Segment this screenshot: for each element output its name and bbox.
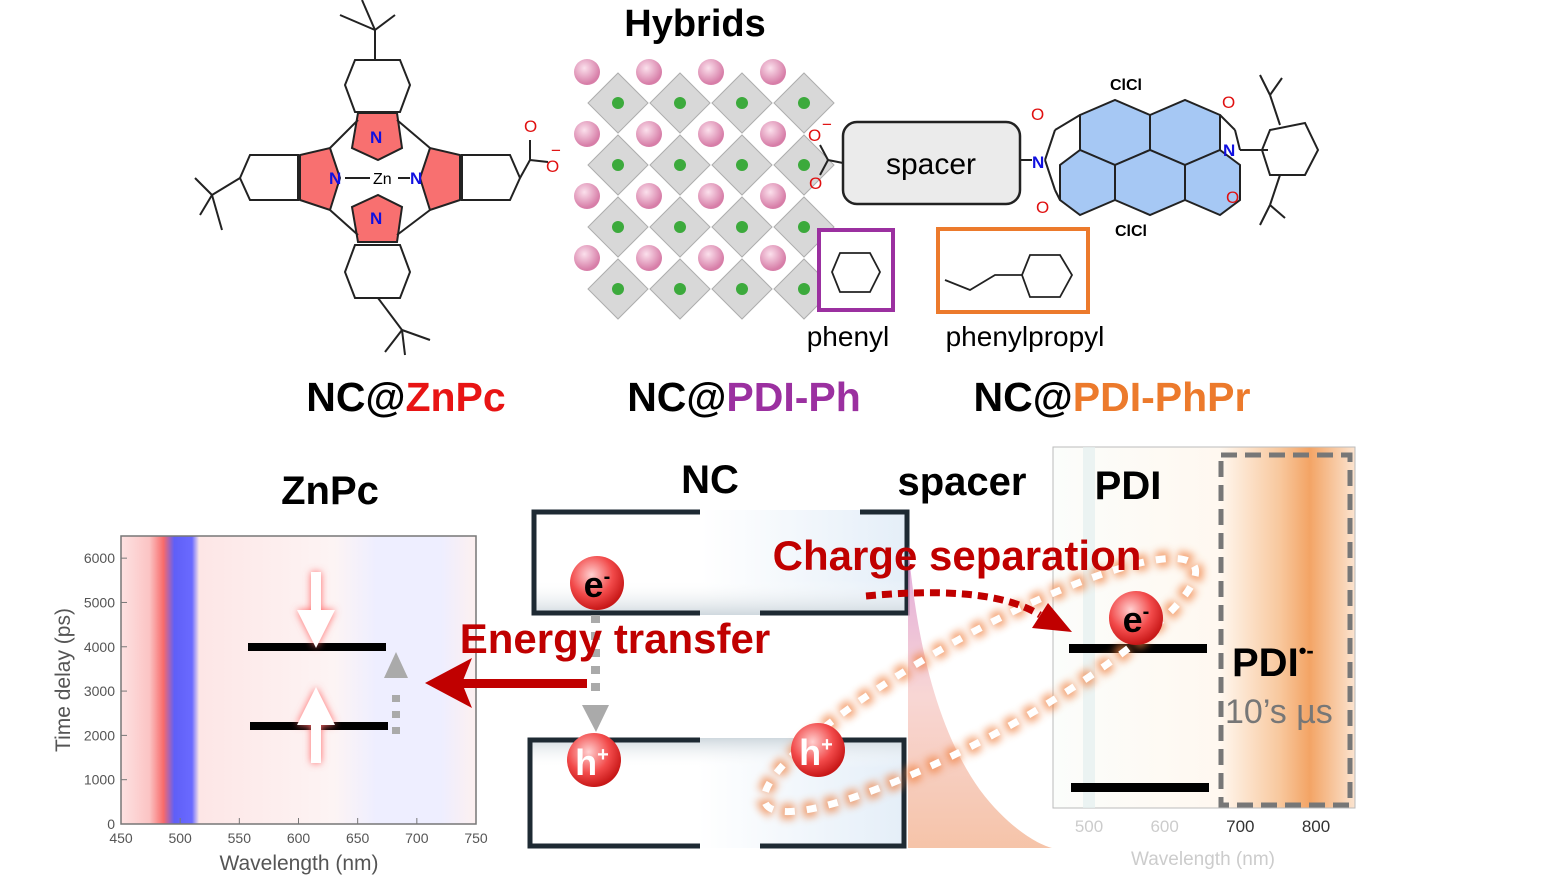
charge-separated-state-ellipse	[756, 550, 1204, 820]
charge-separation-label: Charge separation	[773, 532, 1142, 579]
x-tick-label: 800	[1302, 817, 1330, 836]
phenylpropyl-box	[936, 227, 1090, 314]
atom-zn: Zn	[373, 171, 392, 188]
svg-text:h+: h+	[799, 732, 833, 773]
atom-n: N	[329, 169, 341, 188]
heatmap-area	[120, 535, 477, 825]
nc-label: NC	[681, 458, 739, 502]
x-tick-label: 600	[287, 830, 311, 846]
x-axis-label: Wavelength (nm)	[219, 852, 378, 875]
perovskite-lattice	[574, 59, 835, 320]
x-tick-label: 650	[346, 830, 370, 846]
atom-n: N	[1223, 141, 1235, 160]
x-tick-label: 500	[1075, 817, 1103, 836]
y-tick-label: 0	[107, 816, 115, 832]
atom-o: O	[809, 174, 822, 193]
atom-o: O	[1036, 198, 1049, 217]
phenyl-box	[817, 228, 895, 312]
y-tick-label: 5000	[84, 594, 115, 610]
atom-o: O	[1222, 93, 1235, 112]
chlorine-label: ClCl	[1110, 77, 1142, 94]
x-tick-label: 450	[109, 830, 133, 846]
atom-o: O	[546, 157, 559, 176]
energy-transfer-label: Energy transfer	[460, 615, 770, 662]
spacer-energy-gradient	[908, 545, 1052, 848]
atom-n: N	[410, 169, 422, 188]
y-tick-label: 2000	[84, 727, 115, 743]
x-axis-label: Wavelength (nm)	[1131, 849, 1275, 870]
y-tick-label: 3000	[84, 683, 115, 699]
znpc-label: ZnPc	[281, 469, 379, 513]
pdi-molecule	[1044, 74, 1320, 226]
spin-up-arrow-icon	[297, 687, 335, 763]
znpc-molecule	[194, 0, 549, 356]
lifetime-label: 10’s µs	[1225, 693, 1333, 731]
atom-o: O	[1226, 188, 1239, 207]
svg-text:e-: e-	[1123, 599, 1150, 640]
x-tick-label: 750	[464, 830, 488, 846]
pdi-label: PDI	[1095, 464, 1162, 508]
heatmap-area	[1052, 446, 1356, 809]
x-tick-label: 550	[228, 830, 252, 846]
atom-o: O	[524, 117, 537, 136]
pdi-homo-level	[1071, 783, 1209, 792]
phenyl-ring	[831, 252, 882, 293]
svg-text:h+: h+	[575, 742, 609, 783]
spacer-label: spacer	[886, 148, 976, 181]
y-tick-label: 4000	[84, 639, 115, 655]
minus-sign: −	[551, 141, 561, 160]
x-tick-label: 700	[1226, 817, 1254, 836]
atom-n: N	[370, 128, 382, 147]
phenylpropyl-label: phenylpropyl	[946, 321, 1105, 352]
x-tick-label: 500	[168, 830, 192, 846]
atom-o: O	[808, 126, 821, 145]
charge-separation-dotted-arrow	[865, 589, 1072, 632]
atom-o: O	[1031, 105, 1044, 124]
znpc-lumo-level	[248, 643, 386, 651]
phenylpropyl-structure	[944, 254, 1074, 298]
chlorine-label: ClCl	[1115, 223, 1147, 240]
excitation-dotted-arrow-icon	[384, 652, 408, 734]
pdi-anion-label: PDI•-	[1232, 638, 1314, 685]
sample-nc-pdi-phpr: NC@PDI-PhPr	[974, 374, 1251, 420]
y-tick-label: 6000	[84, 550, 115, 566]
pdi-heatmap-plot: 500 600 700 800 Wavelength (nm)	[1052, 446, 1356, 870]
x-tick-label: 700	[405, 830, 429, 846]
energy-transfer-arrow	[425, 658, 587, 708]
phenyl-label: phenyl	[807, 321, 890, 352]
electron-pdi: e-	[1109, 591, 1163, 645]
svg-text:e-: e-	[584, 564, 611, 605]
sample-nc-pdi-ph: NC@PDI-Ph	[627, 374, 861, 420]
pdi-lumo-level	[1069, 644, 1207, 653]
y-axis-label: Time delay (ps)	[52, 608, 75, 752]
hole-separated: h+	[791, 723, 845, 777]
sample-nc-znpc: NC@ZnPc	[306, 374, 505, 420]
relaxation-dotted-arrow	[582, 615, 609, 732]
znpc-heatmap-plot: 450 500 550 600 650 700 750 0 1000 2000 3000 4000 50…	[52, 535, 488, 875]
y-tick-label: 1000	[84, 772, 115, 788]
electron-nc: e-	[570, 556, 624, 610]
atom-n: N	[370, 209, 382, 228]
spacer-bottom-label: spacer	[898, 460, 1027, 504]
atom-n: N	[1032, 153, 1044, 172]
pdi-anion-dashed-box	[1218, 452, 1353, 808]
minus-sign: −	[822, 115, 832, 134]
hole-nc: h+	[567, 733, 621, 787]
x-tick-label: 600	[1150, 817, 1178, 836]
spin-down-arrow-icon	[297, 572, 335, 648]
hybrids-title: Hybrids	[624, 3, 765, 45]
